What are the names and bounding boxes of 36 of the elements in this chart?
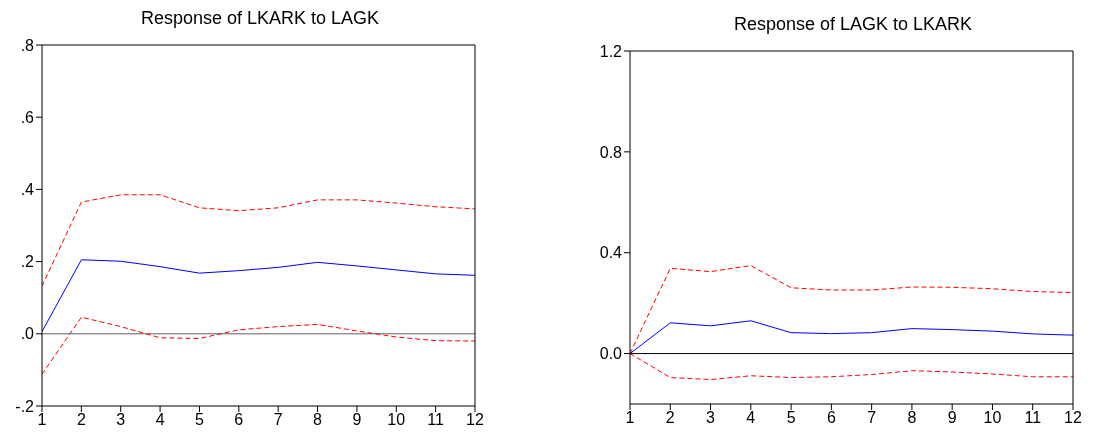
y-tick-label: 0.4 <box>599 244 623 262</box>
y-tick-label: .6 <box>20 108 35 126</box>
x-tick-label: 5 <box>786 409 796 427</box>
x-tick-label: 10 <box>387 411 406 429</box>
x-tick-label: 1 <box>37 411 47 429</box>
chart-title: Response of LAGK to LKARK <box>732 14 974 36</box>
x-tick-label: 2 <box>76 411 86 429</box>
y-tick-label: .2 <box>20 253 35 271</box>
x-tick-label: 8 <box>313 411 323 429</box>
x-tick-label: 3 <box>116 411 126 429</box>
x-tick-label: 6 <box>826 409 836 427</box>
x-tick-label: 8 <box>907 409 917 427</box>
y-tick-label: -.2 <box>15 397 35 415</box>
x-tick-label: 11 <box>1024 409 1042 427</box>
y-tick-label: 0.8 <box>599 143 623 161</box>
x-tick-label: 1 <box>625 409 635 427</box>
x-tick-label: 11 <box>427 411 445 429</box>
x-tick-label: 9 <box>947 409 957 427</box>
x-tick-label: 10 <box>983 409 1002 427</box>
y-tick-label: 1.2 <box>599 42 623 60</box>
x-tick-label: 7 <box>867 409 877 427</box>
x-tick-label: 5 <box>195 411 204 429</box>
x-tick-label: 6 <box>234 411 244 429</box>
x-tick-label: 2 <box>665 409 675 427</box>
x-tick-label: 12 <box>1064 409 1082 427</box>
y-tick-label: .8 <box>20 36 35 54</box>
y-tick-label: 0.0 <box>599 345 623 363</box>
x-tick-label: 7 <box>273 411 283 429</box>
y-tick-label: .4 <box>20 181 35 199</box>
x-tick-label: 4 <box>746 409 756 427</box>
x-tick-label: 4 <box>155 411 165 429</box>
x-tick-label: 3 <box>706 409 716 427</box>
x-tick-label: 9 <box>352 411 362 429</box>
x-tick-label: 12 <box>466 411 484 429</box>
chart-title: Response of LKARK to LAGK <box>139 8 381 30</box>
y-tick-label: .0 <box>20 325 35 343</box>
